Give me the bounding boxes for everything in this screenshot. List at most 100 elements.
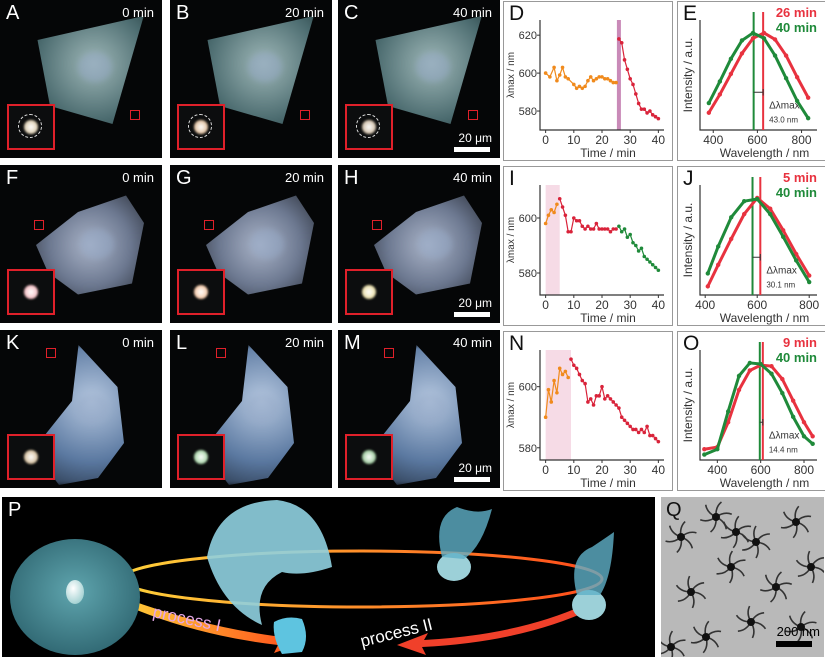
data-point	[580, 86, 585, 91]
data-point	[758, 361, 763, 367]
data-point	[648, 260, 652, 264]
panel-label: N	[509, 332, 525, 355]
x-axis-label: Wavelength / nm	[720, 146, 810, 160]
legend-entry: 40 min	[776, 185, 817, 200]
delta-bracket	[753, 89, 764, 96]
data-point	[583, 84, 587, 89]
series-line	[570, 358, 659, 443]
data-point	[656, 116, 661, 121]
data-point	[625, 67, 630, 72]
data-point	[768, 206, 773, 211]
data-point	[628, 76, 632, 81]
x-tick-label: 800	[792, 133, 812, 147]
x-tick-label: 400	[703, 133, 723, 147]
data-point	[628, 424, 632, 429]
data-point	[706, 110, 712, 115]
data-point	[594, 394, 599, 398]
data-point	[634, 92, 638, 96]
nanoparticle-spot	[194, 285, 208, 299]
delta-symbol: Δλmax	[769, 430, 800, 441]
data-point	[611, 80, 616, 85]
data-point	[739, 38, 745, 43]
y-tick-label: 580	[519, 268, 537, 280]
panel-q-label: Q	[666, 499, 682, 521]
data-point	[566, 229, 570, 234]
data-point	[605, 394, 610, 398]
x-tick-label: 30	[624, 133, 638, 147]
data-point	[619, 415, 624, 420]
data-point	[807, 273, 812, 278]
delta-bracket	[759, 419, 764, 426]
data-point	[614, 403, 618, 407]
data-point	[600, 384, 604, 389]
delta-value: 30.1 nm	[766, 280, 795, 289]
data-point	[645, 257, 649, 262]
nucleus	[74, 394, 109, 424]
legend-entry: 9 min	[783, 335, 817, 350]
data-point	[557, 73, 562, 77]
nucleus	[418, 228, 453, 259]
x-axis-label: Time / min	[580, 311, 636, 325]
nanoflower-particle	[720, 515, 752, 549]
inset-zoom	[7, 434, 55, 480]
data-point	[583, 381, 587, 386]
data-point	[631, 240, 635, 245]
delta-value: 14.4 nm	[769, 445, 798, 454]
panel-label: I	[509, 167, 515, 190]
arrow-process-2	[397, 605, 592, 655]
x-tick-label: 0	[542, 133, 549, 147]
scale-bar-text: 200 nm	[776, 624, 820, 639]
x-axis-label: Time / min	[580, 146, 636, 160]
inset-zoom	[177, 269, 225, 315]
delta-bracket	[752, 254, 761, 261]
scale-bar-text: 20 μm	[458, 461, 492, 475]
data-point	[555, 390, 559, 395]
data-point	[600, 75, 604, 79]
data-point	[588, 397, 593, 401]
x-axis-label: Time / min	[580, 476, 636, 490]
data-point	[739, 51, 745, 56]
x-tick-label: 10	[567, 463, 581, 477]
chart-o: 400 600 800 Wavelength / nm Intensity / a.u.…	[677, 331, 825, 491]
chart-svg: 0 10 20 30 40 580 600 Time / min λmax / nm	[506, 350, 665, 490]
micrograph-b: B 20 min	[170, 0, 332, 158]
data-point	[560, 65, 565, 70]
y-tick-label: 600	[519, 382, 537, 394]
y-tick-label: 580	[519, 106, 537, 118]
data-point	[614, 80, 618, 85]
scale-bar	[454, 477, 490, 482]
inset-zoom	[177, 434, 225, 480]
data-point	[702, 452, 707, 457]
data-point	[810, 441, 815, 447]
panel-q-tem-image: Q 200 nm	[661, 497, 824, 657]
data-point	[588, 227, 593, 231]
data-point	[591, 227, 596, 231]
data-point	[574, 86, 579, 91]
data-point	[588, 75, 593, 79]
axes	[699, 185, 817, 296]
data-point	[572, 216, 576, 220]
chart-n: 0 10 20 30 40 580 600 Time / min λmax / nm N	[503, 331, 673, 491]
y-tick-label: 600	[519, 68, 537, 80]
x-tick-label: 30	[624, 298, 638, 312]
micrograph-m: M 40 min 20 μm	[338, 330, 500, 488]
micrograph-c: C 40 min 20 μm	[338, 0, 500, 158]
micrograph-f: F 0 min	[0, 165, 162, 323]
data-point	[552, 210, 556, 215]
folded-particle-1	[437, 553, 471, 581]
chart-j: 400 600 800 Wavelength / nm Intensity / a.u.…	[677, 166, 825, 326]
data-point	[577, 372, 582, 377]
delta-value: 43.0 nm	[769, 115, 798, 124]
data-point	[642, 107, 647, 111]
time-label: 0 min	[122, 5, 154, 20]
y-axis-label: λmax / nm	[506, 382, 517, 428]
nanoparticle-spot	[362, 450, 376, 464]
x-tick-label: 20	[595, 298, 609, 312]
data-point	[622, 227, 627, 231]
data-point	[569, 357, 573, 361]
x-tick-label: 0	[542, 298, 549, 312]
data-point	[742, 211, 747, 217]
nanoflower-particle	[759, 571, 793, 603]
panel-label: A	[6, 2, 20, 24]
data-point	[586, 224, 590, 229]
